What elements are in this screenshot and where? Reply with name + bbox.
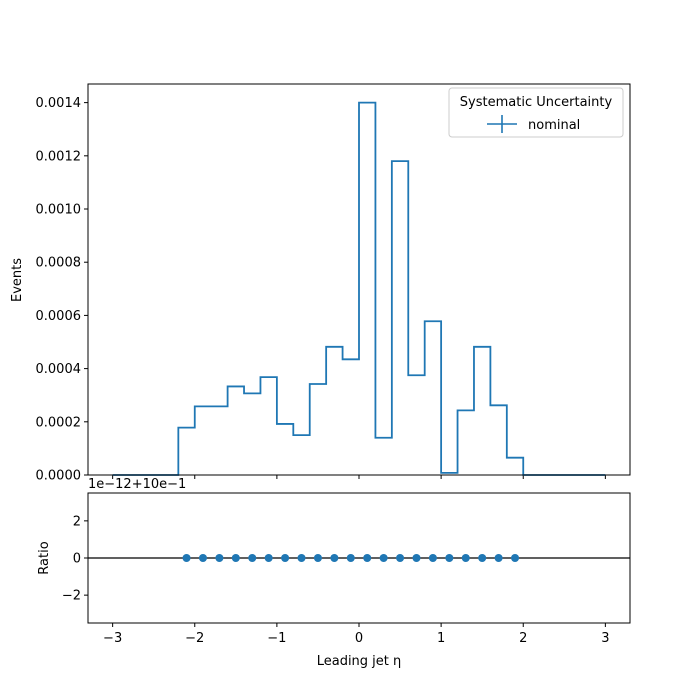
ratio-point [478,554,487,562]
histogram-y-tick-label: 0.0008 [36,256,82,271]
histogram-y-tick-label: 0.0002 [36,415,82,430]
histogram-y-tick-label: 0.0004 [36,362,82,377]
ratio-point [396,554,405,562]
ratio-x-tick-label: 3 [601,631,609,646]
ratio-x-tick-label: −2 [185,631,204,646]
ratio-point [297,554,306,562]
histogram-panel: 0.0000 0.0002 0.0004 0.0006 0.0008 0.0010 0.00… [10,83,631,484]
ratio-x-tick-label: 2 [519,631,527,646]
histogram-y-tick-label: 0.0014 [36,96,82,111]
ratio-y-tick-label: 0 [73,552,81,567]
legend: Systematic Uncertainty nominal [448,87,624,138]
ratio-point [346,554,355,562]
ratio-y-tick-label: −2 [62,589,81,604]
histogram-y-tick-label: 0.0000 [36,469,82,484]
ratio-point [379,554,388,562]
ratio-point [428,554,437,562]
ratio-points [182,554,520,562]
ratio-x-tick-label: 0 [355,631,363,646]
ratio-point [511,554,520,562]
legend-title: Systematic Uncertainty [460,95,613,110]
ratio-point [248,554,257,562]
ratio-point [215,554,224,562]
histogram-y-tick-label: 0.0012 [36,149,82,164]
ratio-point [363,554,372,562]
histogram-frame [87,83,631,476]
ratio-point [182,554,191,562]
ratio-point [412,554,421,562]
histogram-y-axis: 0.0000 0.0002 0.0004 0.0006 0.0008 0.0010 0.00… [36,96,88,484]
ratio-point [461,554,470,562]
ratio-point [313,554,322,562]
ratio-point [264,554,273,562]
ratio-y-tick-label: 2 [73,514,81,529]
legend-entry-nominal: nominal [528,118,580,133]
histogram-y-tick-label: 0.0010 [36,203,82,218]
ratio-x-axis: −3 −2 −1 0 1 2 3 [103,623,610,646]
ratio-offset-text: 1e−12+10e−1 [88,477,186,492]
ratio-point [281,554,290,562]
ratio-point [231,554,240,562]
ratio-y-axis: −2 0 2 [62,514,88,604]
histogram-step-line [112,101,606,476]
ratio-point [330,554,339,562]
ratio-x-label: Leading jet η [317,654,402,669]
ratio-panel: −2 0 2 −3 −2 −1 0 1 2 3 1e−12+10e−1 Ratio Leadin… [37,477,631,669]
legend-marker-nominal [487,115,517,133]
ratio-point [494,554,503,562]
ratio-frame [87,492,631,624]
ratio-point [198,554,207,562]
histogram-y-tick-label: 0.0006 [36,309,82,324]
ratio-x-tick-label: −3 [103,631,122,646]
ratio-point [445,554,454,562]
ratio-x-tick-label: 1 [437,631,445,646]
ratio-x-tick-label: −1 [267,631,286,646]
histogram-y-label: Events [10,258,25,302]
ratio-y-label: Ratio [37,541,52,574]
